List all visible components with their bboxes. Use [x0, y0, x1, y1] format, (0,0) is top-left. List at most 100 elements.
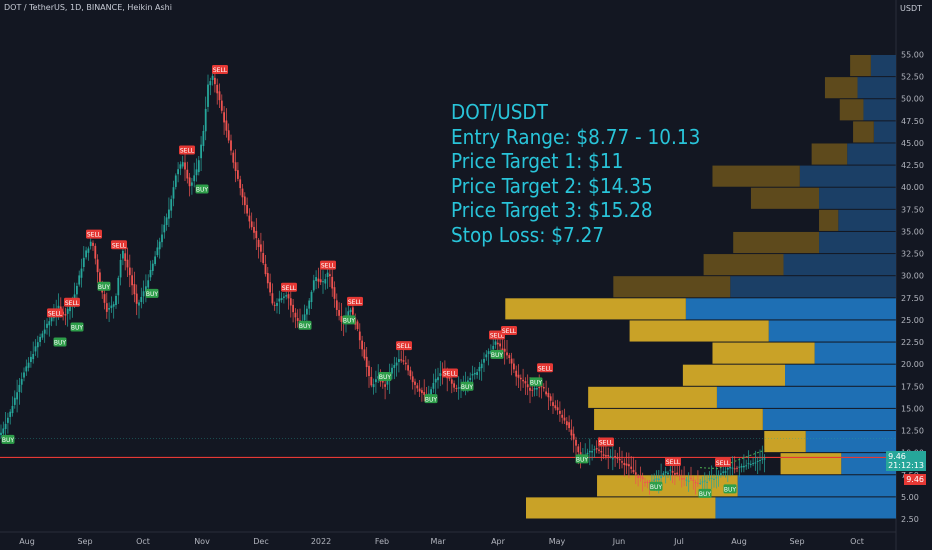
- candle-body: [303, 314, 306, 321]
- candle-body: [671, 471, 674, 473]
- candle-body: [39, 336, 41, 343]
- candle-body: [655, 478, 658, 480]
- candle-body: [496, 342, 499, 345]
- candle-body: [602, 454, 605, 456]
- signal-sell-badge: [665, 456, 681, 466]
- x-tick-label: May: [549, 537, 566, 546]
- y-tick-label: 12.50: [901, 427, 924, 436]
- y-tick-label: 45.00: [901, 139, 924, 148]
- candle-body: [266, 273, 269, 284]
- candle-body: [664, 471, 667, 473]
- candle-body: [506, 352, 508, 356]
- candle-body: [237, 170, 239, 179]
- candle-body: [549, 396, 552, 401]
- candle-body: [381, 379, 384, 383]
- signal-sell-label: SELL: [348, 299, 363, 306]
- candle-body: [211, 75, 214, 80]
- signal-sell-badge: [396, 341, 412, 351]
- signal-sell-badge: [715, 457, 731, 467]
- y-tick-label: 25.00: [901, 316, 924, 325]
- signal-sell-badge: [501, 326, 517, 336]
- candle-body: [41, 333, 44, 338]
- symbol-info: DOT / TetherUS, 1D, BINANCE, Heikin Ashi: [4, 3, 172, 12]
- signal-sell-badge: [111, 240, 127, 250]
- candle-body: [676, 472, 679, 475]
- candle-body: [375, 379, 377, 383]
- y-tick-label: 52.50: [901, 73, 924, 82]
- signal-sell-badge: [47, 308, 63, 318]
- candle-body: [747, 463, 750, 465]
- x-tick-label: Sep: [789, 537, 804, 546]
- candle-body: [246, 204, 248, 214]
- x-tick-label: Feb: [375, 537, 389, 546]
- volume-profile-gold-bar: [712, 342, 815, 364]
- candle-body: [706, 481, 708, 483]
- candle-body: [542, 386, 545, 389]
- candle-body: [432, 382, 435, 389]
- volume-profile-gold-bar: [594, 408, 763, 431]
- signal-sell-label: SELL: [502, 328, 517, 335]
- candle-body: [499, 343, 501, 347]
- signal-buy-label: BUY: [724, 487, 737, 494]
- candle-body: [108, 307, 110, 310]
- candle-body: [519, 377, 522, 380]
- candle-body: [639, 475, 642, 478]
- volume-profile-blue-bar: [870, 55, 896, 77]
- candle-body: [204, 108, 207, 132]
- x-tick-label: Aug: [19, 537, 35, 546]
- candle-body: [223, 112, 225, 123]
- candle-body: [501, 348, 504, 352]
- candle-body: [687, 480, 690, 482]
- candle-body: [575, 439, 577, 446]
- candle-body: [749, 463, 752, 465]
- signal-buy-label: BUY: [699, 491, 712, 498]
- candle-body: [402, 360, 405, 362]
- candle-body: [593, 449, 596, 451]
- volume-profile-blue-bar: [805, 431, 896, 453]
- candle-body: [703, 480, 706, 482]
- candle-body: [158, 241, 161, 250]
- candle-body: [692, 479, 695, 481]
- signal-buy-badge: [1, 434, 15, 444]
- candle-body: [738, 466, 741, 468]
- candle-body: [416, 385, 419, 389]
- candle-body: [312, 280, 315, 291]
- candle-body: [64, 314, 67, 316]
- candle-body: [195, 169, 198, 176]
- signal-sell-badge: [442, 368, 458, 378]
- candle-body: [257, 239, 260, 248]
- candle-body: [644, 482, 646, 484]
- signal-sell-label: SELL: [490, 333, 505, 340]
- candle-body: [278, 298, 281, 302]
- signal-buy-badge: [342, 315, 356, 325]
- volume-profile-gold-bar: [811, 143, 848, 165]
- candle-body: [69, 306, 71, 312]
- volume-profile-blue-bar: [783, 254, 896, 276]
- volume-profile-gold-bar: [712, 165, 800, 187]
- candle-body: [276, 303, 278, 306]
- candle-body: [370, 376, 373, 386]
- candle-body: [678, 474, 681, 477]
- candle-body: [423, 392, 426, 395]
- y-tick-label: 2.50: [901, 515, 919, 524]
- candle-body: [174, 175, 177, 187]
- y-tick-label: 22.50: [901, 338, 924, 347]
- x-tick-label: Nov: [194, 537, 210, 546]
- candle-body: [699, 482, 702, 484]
- candle-body: [646, 481, 649, 483]
- last-price-tag: 9.46 21:12:13: [886, 451, 926, 471]
- volume-profile-blue-bar: [762, 408, 896, 431]
- candle-body: [660, 476, 662, 479]
- annotation-target-1: Price Target 1: $11: [451, 149, 624, 173]
- candle-body: [349, 309, 352, 313]
- candle-body: [73, 294, 76, 300]
- volume-profile-gold-bar: [819, 209, 839, 231]
- candle-body: [292, 304, 294, 313]
- candle-body: [241, 188, 244, 198]
- candle-body: [667, 472, 669, 475]
- volume-profile-gold-bar: [526, 497, 716, 519]
- candle-body: [356, 321, 359, 330]
- candle-body: [89, 241, 92, 247]
- x-tick-label: Dec: [253, 537, 268, 546]
